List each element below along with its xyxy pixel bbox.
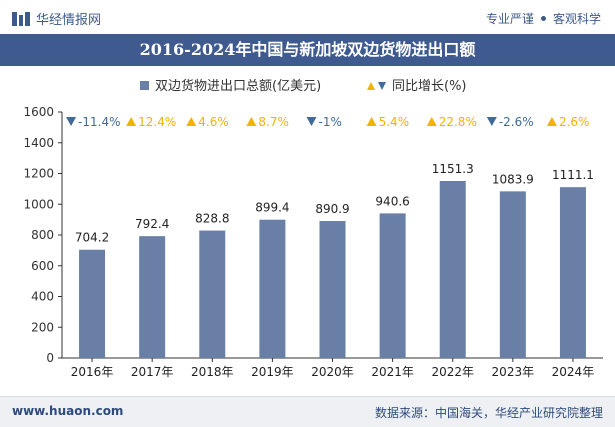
bar-value-label: 1151.3 [432,162,474,176]
legend-growth-label: 同比增长(%) [392,79,467,94]
chart-title: 2016-2024年中国与新加坡双边货物进出口额 [139,40,476,59]
bars [79,180,586,358]
data-source: 数据来源：中国海关，华经产业研究院整理 [374,406,603,420]
bar [559,187,586,358]
growth-label: 4.6% [198,115,229,129]
growth-label: -11.4% [78,115,120,129]
y-tick-label: 0 [46,351,54,365]
bar-value-label: 940.6 [375,194,409,208]
growth-up-triangle [186,117,197,126]
value-labels: 704.2 792.4 828.8 899.4 890.9 940.6 1151.3 1083… [75,162,594,245]
brand-logo-icon [12,11,30,26]
growth-label: 2.6% [559,115,590,129]
growth-up-triangle [426,117,437,126]
x-tick-label: 2023年 [492,365,535,379]
bar [499,191,526,358]
y-tick-label: 1000 [23,197,54,211]
slogan-left: 专业严谨 [485,12,534,26]
bar [79,249,106,358]
bar-value-label: 792.4 [135,217,169,231]
y-tick-label: 1200 [23,167,54,181]
bar-value-label: 828.8 [195,212,229,226]
top-bar: 华经情报网 专业严谨 客观科学 [0,0,615,34]
title-bar: 2016-2024年中国与新加坡双边货物进出口额 [0,34,615,66]
footer: www.huaon.com 数据来源：中国海关，华经产业研究院整理 [0,396,615,427]
growth-down-triangle [486,117,497,126]
legend: 双边货物进出口总额(亿美元) 同比增长(%) [140,78,467,94]
legend-bar-label: 双边货物进出口总额(亿美元) [155,78,321,94]
brand-name: 华经情报网 [36,13,102,28]
x-tick-label: 2024年 [552,365,595,379]
x-tick-label: 2017年 [131,365,174,379]
slogan: 专业严谨 客观科学 [486,10,601,27]
y-tick-label: 1400 [23,136,54,150]
x-tick-label: 2021年 [371,365,414,379]
slogan-right: 客观科学 [552,12,601,26]
chart-area: 双边货物进出口总额(亿美元) 同比增长(%) 0 200 400 600 800 1000… [0,66,615,396]
x-tick-label: 2019年 [251,365,294,379]
growth-labels: -11.4% 12.4% 4.6% 8.7% -1% 5.4% 22.8% -2.6% 2.6% [66,115,589,129]
x-tick-label: 2018年 [191,365,234,379]
growth-up-triangle [126,117,137,126]
website-link[interactable]: www.huaon.com [12,404,124,418]
bar-value-label: 899.4 [255,201,289,215]
x-tick-label: 2022年 [431,365,474,379]
growth-label: -1% [319,115,342,129]
axes: 0 200 400 600 800 1000 1200 1400 1600 [23,105,603,365]
y-tick-label: 1600 [23,105,54,119]
x-tick-label: 2020年 [311,365,354,379]
brand[interactable]: 华经情报网 [12,9,101,28]
growth-down-triangle [66,117,77,126]
growth-label: 12.4% [138,115,176,129]
legend-bar-swatch [140,81,149,90]
legend-down-triangle-icon [378,82,386,90]
growth-label: 22.8% [439,115,477,129]
growth-up-triangle [246,117,257,126]
growth-down-triangle [306,117,317,126]
y-tick-label: 400 [31,290,54,304]
growth-label: 8.7% [258,115,289,129]
bar [199,230,226,358]
growth-label: 5.4% [379,115,410,129]
y-tick-label: 800 [31,228,54,242]
bar [139,236,166,358]
bar-value-label: 1083.9 [492,172,534,186]
bar-value-label: 890.9 [315,202,349,216]
growth-up-triangle [366,117,377,126]
bar-value-label: 704.2 [75,231,109,245]
bar-chart: 双边货物进出口总额(亿美元) 同比增长(%) 0 200 400 600 800 1000… [23,78,603,379]
slogan-dot-icon [540,16,546,21]
bar [259,219,286,358]
x-tick-label: 2016年 [71,365,114,379]
bar [319,221,346,358]
bar-value-label: 1111.1 [552,168,594,182]
growth-up-triangle [546,117,557,126]
x-labels: 2016年 2017年 2018年 2019年 2020年 2021年 2022年 2023年… [71,365,594,379]
y-tick-label: 200 [31,320,54,334]
legend-up-triangle-icon [367,82,375,90]
bar [379,213,406,358]
y-tick-label: 600 [31,259,54,273]
growth-label: -2.6% [499,115,534,129]
bar [439,180,466,358]
